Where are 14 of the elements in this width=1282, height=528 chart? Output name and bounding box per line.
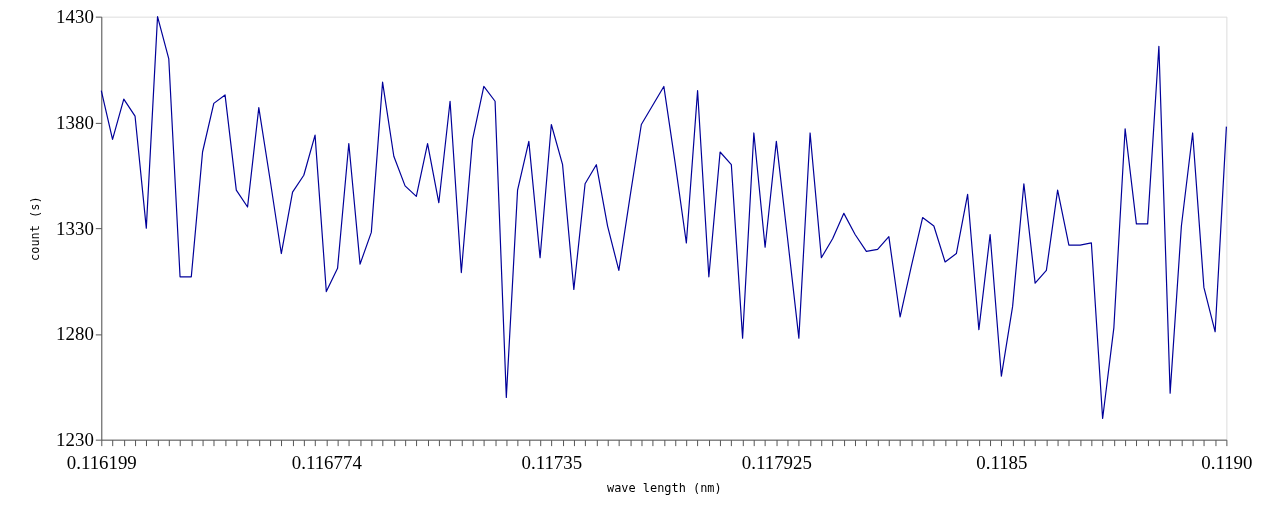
line-series (100, 16, 1227, 420)
x-tick-label: 0.11735 (521, 451, 583, 473)
y-tick-label: 1330 (56, 217, 94, 239)
x-axis-title: wave length (nm) (606, 480, 722, 495)
x-tick-label: 0.116199 (66, 451, 137, 473)
x-tick-label: 0.1185 (976, 451, 1028, 473)
x-tick-label: 0.116774 (291, 451, 363, 473)
y-tick-label: 1380 (56, 111, 94, 133)
x-tick-label: 0.117925 (741, 451, 812, 473)
y-tick-label: 1280 (56, 323, 94, 345)
y-axis-title: count (s) (28, 196, 43, 261)
y-tick-label: 1430 (56, 6, 94, 28)
x-tick-label: 0.1190 (1201, 451, 1253, 473)
y-tick-label: 1230 (56, 429, 94, 451)
